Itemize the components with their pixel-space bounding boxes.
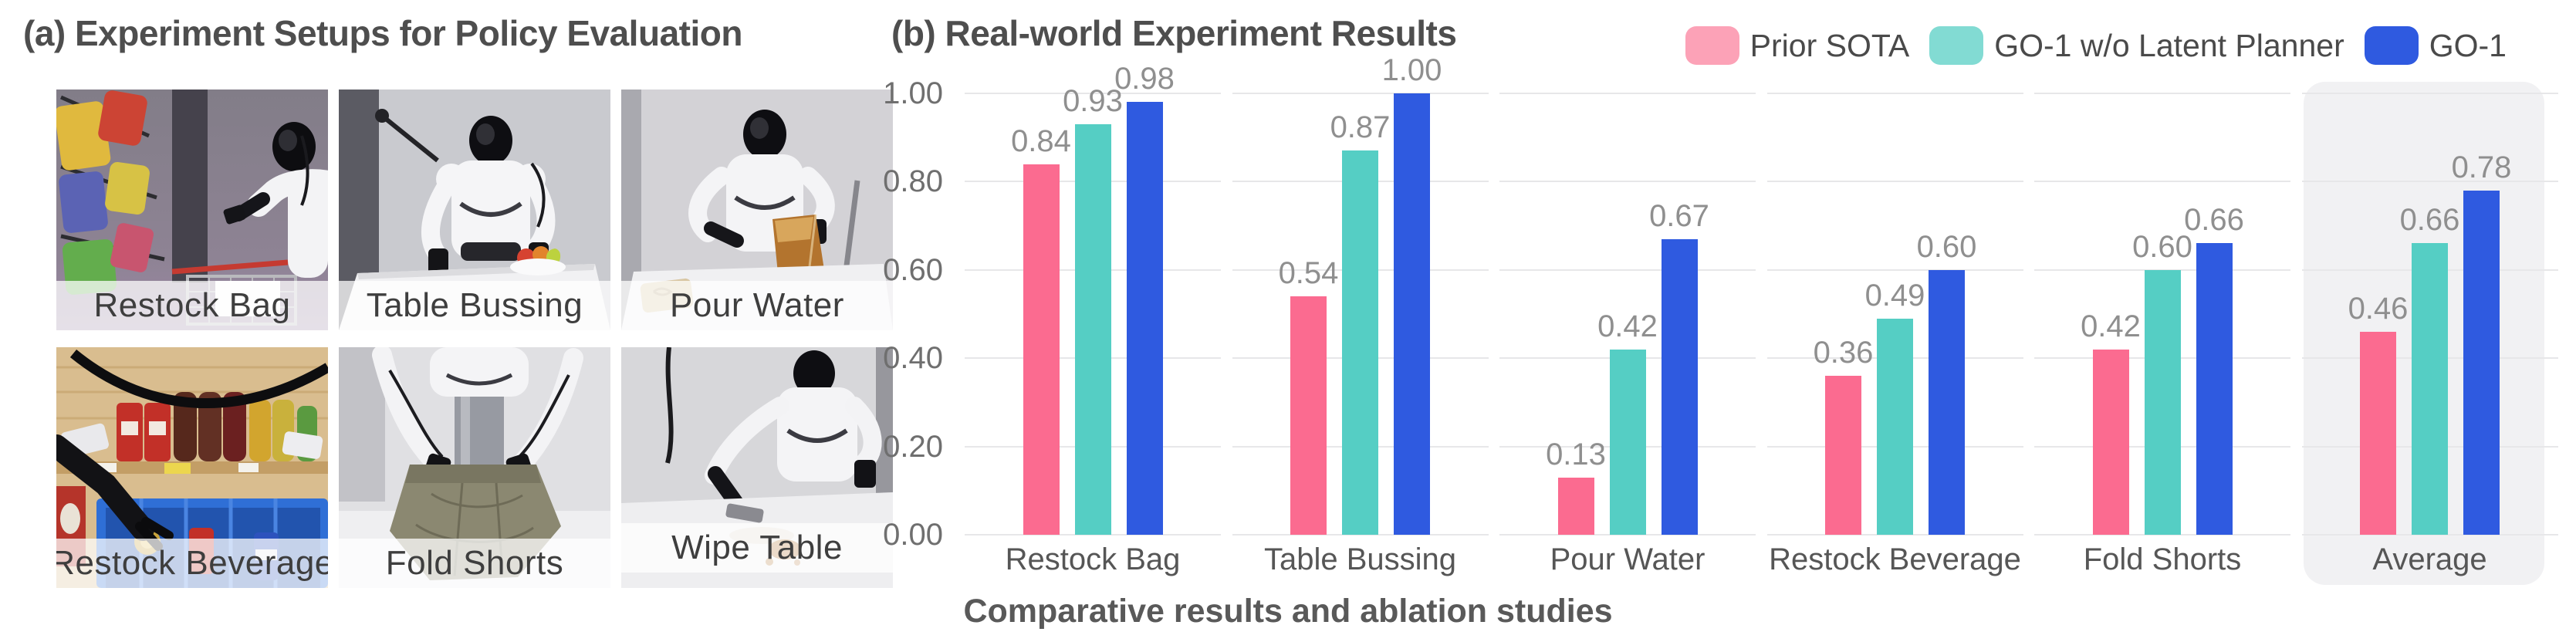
gridline: [2034, 93, 2290, 94]
legend-label: GO-1: [2429, 27, 2507, 63]
legend-item-go1-wo-latent-planner: GO-1 w/o Latent Planner: [1929, 26, 2344, 65]
bar: [2463, 190, 2500, 535]
legend-label: Prior SOTA: [1749, 27, 1910, 63]
x-axis-category-label: Table Bussing: [1263, 542, 1457, 576]
figure-caption: Comparative results and ablation studies: [963, 593, 1613, 630]
photo-table-bussing: Table Bussing: [339, 90, 610, 330]
bar: [1609, 349, 1646, 535]
task-label: Table Bussing: [339, 281, 610, 330]
photo-fold-shorts: Fold Shorts: [339, 347, 610, 588]
chart-facet: 0.13 0.42 0.67 Pour Water: [1499, 93, 1756, 576]
task-label: Fold Shorts: [339, 539, 610, 588]
bar-value-label: 1.00: [1381, 53, 1442, 87]
gridline: [1766, 269, 2023, 271]
bar: [1074, 124, 1111, 535]
bar-value-label: 0.67: [1649, 198, 1709, 233]
y-axis-tick-label: 0.20: [883, 429, 943, 464]
bar: [1290, 296, 1327, 535]
legend-item-prior-sota: Prior SOTA: [1685, 26, 1910, 65]
bar-value-label: 0.87: [1330, 110, 1391, 145]
legend-item-go1: GO-1: [2364, 26, 2507, 65]
photo-pour-water: Pour Water: [621, 90, 893, 330]
bar: [1661, 238, 1698, 535]
bar-value-label: 0.60: [2132, 229, 2192, 264]
bar-value-label: 0.42: [2081, 309, 2141, 343]
gridline: [1232, 534, 1489, 536]
bar: [1557, 477, 1594, 535]
legend-swatch-prior-sota: [1685, 26, 1739, 65]
task-label: Pour Water: [621, 281, 893, 330]
bar: [2092, 349, 2129, 535]
gridline: [2301, 534, 2558, 536]
photo-restock-beverage: Restock Beverage: [56, 347, 328, 588]
legend-label: GO-1 w/o Latent Planner: [1994, 27, 2344, 63]
gridline: [2301, 93, 2558, 94]
y-axis-tick-label: 0.40: [883, 341, 943, 376]
gridline: [1499, 93, 1756, 94]
x-axis-category-label: Average: [2372, 542, 2487, 576]
chart-legend: Prior SOTA GO-1 w/o Latent Planner GO-1: [1685, 25, 2507, 66]
bar-value-label: 0.54: [1278, 256, 1339, 291]
x-axis-category-label: Fold Shorts: [2083, 542, 2242, 576]
gridline: [1766, 181, 2023, 183]
chart-facet: 0.42 0.60 0.66 Fold Shorts: [2034, 93, 2290, 576]
photo-restock-bag: Restock Bag: [56, 90, 328, 330]
gridline: [1766, 93, 2023, 94]
bar-value-label: 0.60: [1916, 229, 1977, 264]
legend-swatch-go1-wo-latent-planner: [1929, 26, 1984, 65]
bar: [1877, 318, 1913, 535]
gridline: [965, 534, 1221, 536]
y-axis-tick-label: 1.00: [883, 76, 943, 110]
chart-facet: 0.84 0.93 0.98 Restock Bag: [965, 62, 1221, 576]
y-axis-tick-label: 0.80: [883, 164, 943, 199]
bar-value-label: 0.36: [1813, 336, 1874, 370]
x-axis-category-label: Pour Water: [1550, 542, 1706, 576]
x-axis-category-label: Restock Bag: [1005, 542, 1181, 576]
bar-value-label: 0.42: [1597, 309, 1658, 343]
y-axis-tick-label: 0.00: [883, 518, 943, 552]
chart-facet: 0.36 0.49 0.60 Restock Beverage: [1766, 93, 2023, 576]
task-label: Restock Beverage: [56, 539, 328, 588]
bar-value-label: 0.84: [1011, 123, 1071, 158]
bar: [2412, 243, 2448, 535]
bar-value-label: 0.78: [2451, 150, 2512, 184]
bar: [2144, 269, 2181, 535]
legend-swatch-go1: [2364, 26, 2419, 65]
bar: [1825, 376, 1861, 535]
y-axis-tick-label: 0.60: [883, 252, 943, 287]
bar: [1126, 102, 1163, 535]
x-axis-category-label: Restock Beverage: [1769, 542, 2021, 576]
gridline: [1232, 93, 1489, 94]
bar: [1023, 164, 1060, 535]
bar: [2196, 243, 2233, 535]
gridline: [1499, 534, 1756, 536]
gridline: [1766, 534, 2023, 536]
gridline: [1499, 181, 1756, 183]
bar: [2360, 331, 2396, 535]
bar-value-label: 0.66: [2184, 203, 2244, 238]
task-label: Wipe Table: [621, 523, 893, 573]
photo-wipe-table: Wipe Table: [621, 347, 893, 588]
bar: [1394, 93, 1430, 535]
bar: [1929, 269, 1965, 535]
bar-value-label: 0.49: [1864, 278, 1925, 313]
gridline: [965, 93, 1221, 94]
chart-facet: 0.54 0.87 1.00 Table Bussing: [1232, 53, 1489, 576]
gridline: [2034, 181, 2290, 183]
gridline: [1499, 269, 1756, 271]
bar-value-label: 0.98: [1114, 62, 1175, 96]
gridline: [2034, 534, 2290, 536]
gridline: [2301, 181, 2558, 183]
bar-value-label: 0.93: [1063, 84, 1123, 119]
panel-a-title: (a) Experiment Setups for Policy Evaluat…: [23, 13, 742, 53]
bar-value-label: 0.13: [1546, 437, 1606, 471]
bar-value-label: 0.46: [2348, 291, 2409, 326]
bar: [1342, 150, 1378, 535]
chart-facet: 0.46 0.66 0.78 Average: [2301, 93, 2558, 576]
panel-b-title: (b) Real-world Experiment Results: [891, 13, 1457, 53]
task-label: Restock Bag: [56, 281, 328, 330]
bar-value-label: 0.66: [2399, 203, 2460, 238]
